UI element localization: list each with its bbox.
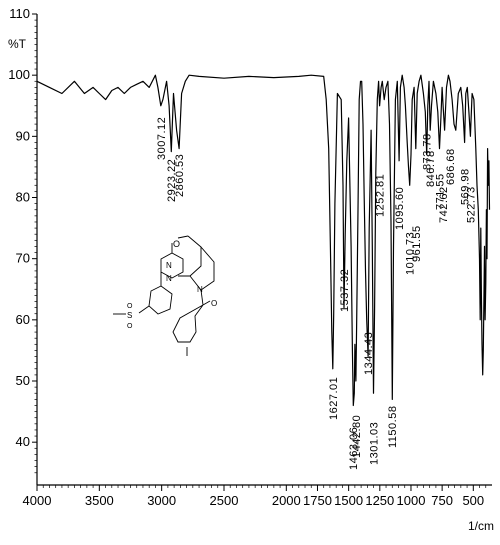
- peak-label: 3007.12: [156, 117, 168, 160]
- structure-atom-n-2: N: [166, 274, 172, 283]
- y-tick-label: 50: [16, 373, 30, 388]
- axes-group: 40 50 60 70 80 90 100 110 %T 4000 3500 3000 2500 2000…: [8, 6, 494, 533]
- peak-label: 1010.73: [405, 232, 417, 275]
- structure-atom-n-3: N: [197, 285, 203, 294]
- structure-atom-o-3: O: [127, 303, 133, 310]
- peak-label: 686.68: [445, 148, 457, 185]
- peak-label: 1095.60: [394, 187, 406, 230]
- structure-atom-o-2: O: [211, 299, 217, 308]
- structure-atom-s: S: [127, 311, 132, 320]
- peak-label: 873.78: [422, 133, 434, 170]
- spectrum-line: [36, 74, 491, 407]
- structure-atom-o-4: O: [127, 323, 133, 330]
- structure-drawing: O N N N O S O O: [113, 235, 217, 356]
- y-tick-label: 100: [8, 67, 30, 82]
- x-tick-label: 1750: [303, 493, 332, 508]
- peak-label: 742.62: [438, 186, 450, 223]
- y-tick-label: 60: [16, 312, 30, 327]
- peak-label: 1301.03: [368, 422, 380, 465]
- x-tick-label: 2000: [272, 493, 301, 508]
- structure-atom-o: O: [173, 239, 180, 249]
- y-tick-label: 80: [16, 190, 30, 205]
- peak-label: 961.55: [411, 225, 423, 262]
- x-tick-label: 500: [462, 493, 484, 508]
- peak-label: 2860.53: [174, 154, 186, 197]
- peak-label: 1537.32: [339, 269, 351, 312]
- peak-label: 1252.81: [375, 174, 387, 217]
- x-axis-label: 1/cm: [468, 519, 494, 533]
- peak-label: 2923.22: [166, 159, 178, 202]
- x-tick-label: 1500: [334, 493, 363, 508]
- peak-label: 771.55: [435, 173, 447, 210]
- y-tick-label: 90: [16, 128, 30, 143]
- x-tick-label: 1000: [397, 493, 426, 508]
- x-tick-label: 1250: [365, 493, 394, 508]
- x-tick-label: 4000: [23, 493, 52, 508]
- series-group: [36, 74, 491, 407]
- peak-label: 1627.01: [328, 377, 340, 420]
- x-tick-label: 3500: [85, 493, 114, 508]
- x-tick-label: 2500: [210, 493, 239, 508]
- x-tick-label: 750: [431, 493, 453, 508]
- y-tick-label: 70: [16, 251, 30, 266]
- peak-label: 569.98: [460, 168, 472, 205]
- y-tick-label: 110: [9, 6, 30, 21]
- peak-label: 1344.43: [363, 332, 375, 375]
- structure-atom-n-1: N: [166, 261, 172, 270]
- peak-label: 522.73: [466, 186, 478, 223]
- peak-label: 1442.80: [351, 415, 363, 458]
- peak-label: 1463.06: [348, 427, 360, 470]
- peak-label: 846.78: [425, 150, 437, 187]
- x-tick-label: 3000: [147, 493, 176, 508]
- y-axis-label: %T: [8, 37, 27, 51]
- peak-label: 1150.58: [387, 406, 399, 448]
- y-tick-label: 40: [16, 434, 30, 449]
